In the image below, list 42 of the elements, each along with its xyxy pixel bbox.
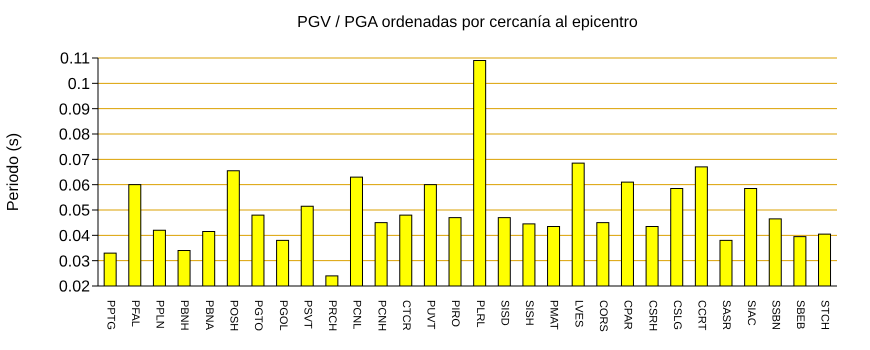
- y-tick-label: 0.07: [58, 152, 90, 170]
- x-tick-label: SISD: [498, 300, 510, 326]
- x-tick-label: PRCH: [326, 300, 338, 332]
- x-tick-label: SASR: [720, 300, 732, 330]
- x-tick-label: PBNH: [178, 300, 190, 331]
- x-tick-label: CTCR: [400, 300, 412, 331]
- x-tick-label: LVES: [572, 300, 584, 328]
- y-tick-label: 0.05: [58, 202, 90, 220]
- x-tick-label: PIRO: [449, 300, 462, 328]
- x-tick-label: PCNH: [375, 300, 388, 332]
- x-tick-label: PUVT: [424, 300, 437, 330]
- x-tick-label: CSLG: [670, 300, 683, 330]
- chart-title: PGV / PGA ordenadas por cercanía al epicentro: [296, 14, 639, 32]
- x-tick-label: CORS: [596, 300, 609, 332]
- x-tick-label: POSH: [227, 300, 240, 332]
- y-tick-label: 0.03: [58, 253, 90, 270]
- x-tick-label: SIAC: [744, 300, 757, 326]
- x-tick-label: STCH: [818, 300, 831, 330]
- x-tick-label: PPTG: [104, 300, 116, 330]
- y-axis-title: Periodo (s): [5, 132, 23, 212]
- x-tick-label: PPLN: [154, 300, 166, 329]
- x-tick-label: PLRL: [474, 300, 486, 328]
- x-tick-label: SBEB: [794, 300, 806, 330]
- x-tick-label: SSBN: [769, 300, 782, 330]
- y-tick-label: 0.02: [58, 278, 90, 296]
- x-tick-label: PGOL: [276, 300, 289, 331]
- y-tick-label: 0.1: [68, 76, 90, 94]
- x-tick-label: PCNL: [350, 300, 363, 330]
- x-tick-label: SISH: [523, 300, 536, 326]
- y-tick-label: 0.04: [58, 228, 90, 246]
- y-tick-label: 0.06: [58, 177, 90, 194]
- y-tick-label: 0.09: [58, 101, 90, 118]
- x-tick-label: PSVT: [301, 300, 314, 330]
- y-tick-label: 0.08: [58, 126, 90, 144]
- x-tick-label: PBNA: [202, 300, 215, 331]
- x-tick-label: CPAR: [622, 300, 634, 330]
- x-tick-label: PGTO: [252, 300, 264, 332]
- x-tick-label: PMAT: [548, 300, 560, 330]
- x-tick-label: CSRH: [646, 300, 658, 332]
- x-tick-label: CCRT: [696, 300, 708, 331]
- x-tick-label: PFAL: [128, 300, 141, 327]
- y-tick-label: 0.11: [60, 50, 90, 68]
